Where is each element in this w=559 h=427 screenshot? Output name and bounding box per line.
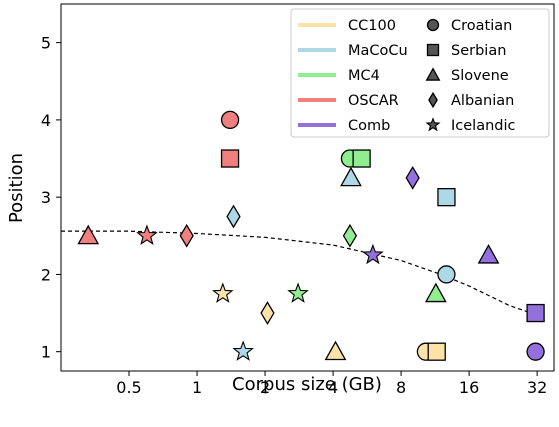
trend-line [61, 230, 536, 316]
data-point-macocu-icelandic [232, 340, 254, 361]
y-axis-label: Position [6, 153, 27, 223]
data-point-oscar-icelandic [136, 224, 158, 245]
x-tick-label: 32 [527, 378, 547, 397]
legend-label-slovene: Slovene [451, 68, 509, 84]
x-axis-label: Corpus size (GB) [232, 374, 382, 395]
legend-label-icelandic: Icelandic [451, 118, 516, 134]
legend-marker-icelandic [425, 117, 441, 132]
legend-label-cc100: CC100 [348, 18, 396, 34]
data-points-layer [77, 110, 545, 361]
data-point-oscar-albanian [179, 223, 194, 248]
legend-label-macocu: MaCoCu [348, 43, 408, 59]
legend-marker-serbian [426, 43, 440, 57]
data-point-mc4-icelandic [287, 282, 309, 303]
legend-label-croatian: Croatian [451, 18, 512, 34]
legend-label-comb: Comb [348, 118, 390, 134]
y-axis-ticks: 1 2 3 4 5 [41, 34, 61, 362]
data-point-mc4-slovene [424, 282, 447, 303]
data-point-oscar-croatian [220, 110, 240, 130]
y-tick-label: 2 [41, 265, 51, 284]
data-point-comb-croatian [526, 342, 545, 361]
data-point-cc100-albanian [260, 301, 275, 325]
legend-label-oscar: OSCAR [348, 93, 399, 109]
data-point-mc4-serbian [352, 149, 371, 168]
legend-label-mc4: MC4 [348, 68, 380, 84]
data-point-comb-albanian [405, 165, 420, 190]
x-tick-label: 0.5 [116, 378, 141, 397]
x-tick-label: 16 [459, 378, 479, 397]
data-point-mc4-albanian [342, 223, 358, 248]
data-point-cc100-icelandic [211, 282, 234, 303]
y-tick-label: 1 [41, 343, 51, 362]
data-point-macocu-serbian [437, 188, 456, 207]
data-point-cc100-slovene [324, 340, 347, 361]
data-point-cc100-serbian [427, 342, 446, 361]
y-tick-label: 3 [41, 188, 51, 207]
data-point-oscar-slovene [77, 224, 100, 245]
data-point-macocu-slovene [340, 166, 362, 187]
data-point-comb-slovene [477, 243, 500, 264]
x-tick-label: 2 [260, 378, 270, 397]
data-point-macocu-croatian [437, 265, 456, 284]
x-tick-label: 1 [192, 378, 202, 397]
trend-line-layer [61, 230, 536, 316]
data-point-macocu-albanian [226, 204, 241, 229]
data-point-oscar-serbian [220, 149, 240, 168]
legend: CC100 MaCoCu MC4 OSCAR Comb Croatian Serbian Sl… [290, 8, 550, 138]
x-axis-ticks: 0.5 1 2 4 8 16 32 [116, 371, 547, 397]
legend-marker-slovene [425, 67, 441, 81]
legend-label-albanian: Albanian [451, 93, 514, 109]
y-tick-label: 4 [41, 111, 51, 130]
legend-label-serbian: Serbian [451, 43, 506, 59]
legend-marker-croatian [426, 18, 440, 32]
data-point-comb-serbian [526, 303, 545, 323]
x-tick-label: 4 [328, 378, 338, 397]
x-tick-label: 8 [396, 378, 406, 397]
legend-entries: CC100 MaCoCu MC4 OSCAR Comb Croatian Serbian Sl… [298, 18, 516, 134]
legend-box [290, 8, 550, 138]
y-tick-label: 5 [41, 34, 51, 53]
data-point-comb-icelandic [362, 243, 384, 265]
legend-marker-albanian [428, 91, 438, 109]
